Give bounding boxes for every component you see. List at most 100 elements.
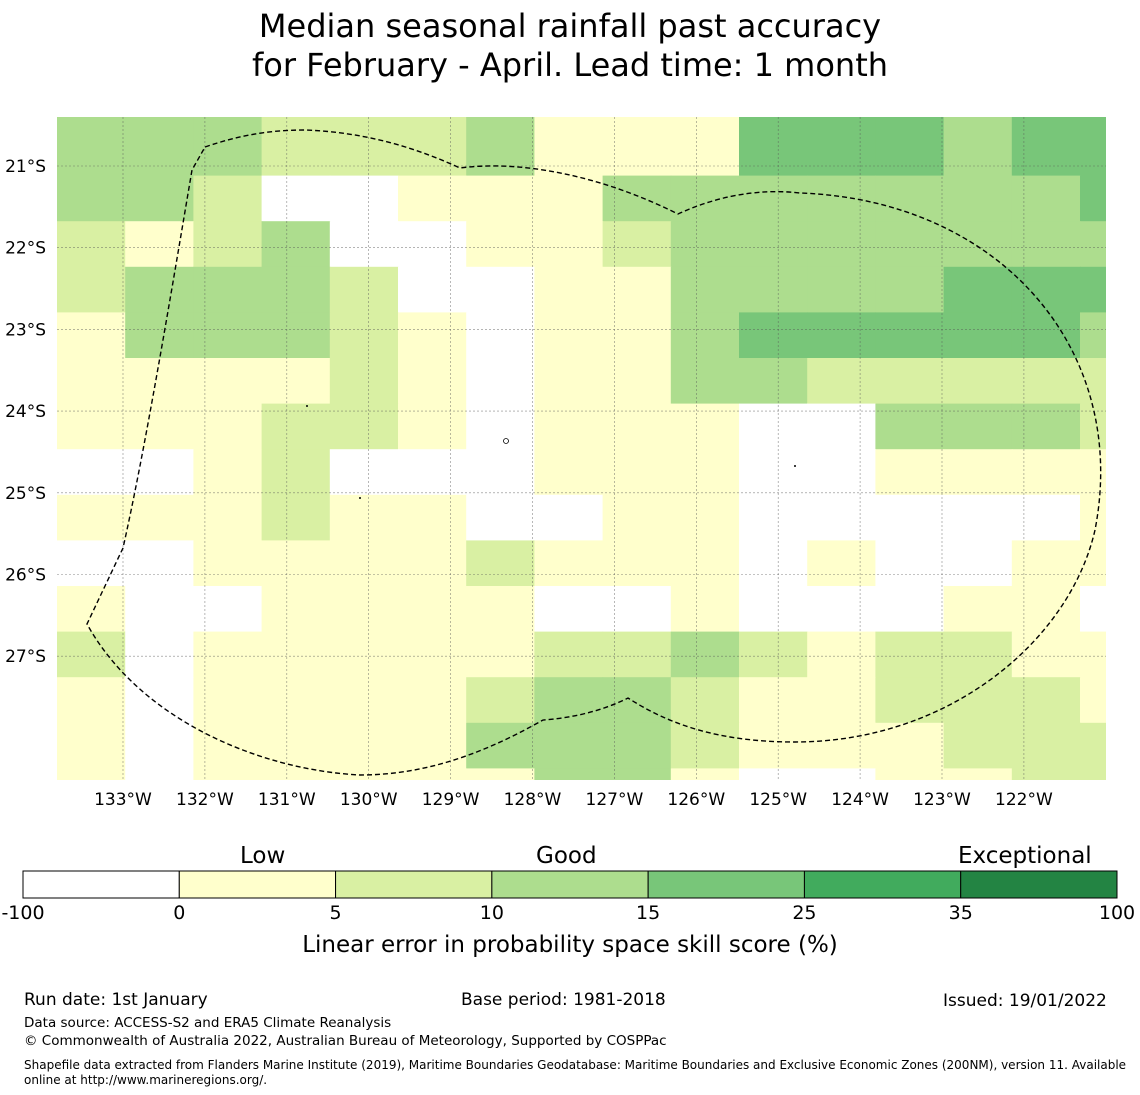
island-marker bbox=[359, 497, 361, 499]
grid-cell bbox=[398, 722, 467, 769]
longitude-labels: 133°W 132°W 131°W 130°W 129°W 128°W 127°W 126°W… bbox=[94, 790, 1053, 810]
grid-cell bbox=[57, 117, 126, 177]
grid-cell bbox=[261, 540, 331, 587]
grid-cell bbox=[193, 266, 263, 313]
grid-cell bbox=[193, 403, 263, 450]
longitude-label: 129°W bbox=[422, 790, 480, 810]
grid-cell bbox=[807, 814, 876, 830]
grid-cell bbox=[943, 221, 1013, 268]
colorbar-segment bbox=[647, 870, 805, 899]
map-title-line-1: Median seasonal rainfall past accuracy bbox=[258, 7, 882, 45]
grid-cell bbox=[57, 175, 126, 222]
grid-cell bbox=[670, 117, 740, 177]
grid-cell bbox=[602, 677, 672, 724]
grid-cell bbox=[807, 266, 876, 313]
grid-cell bbox=[739, 312, 808, 359]
grid-cell bbox=[330, 814, 399, 830]
grid-cell bbox=[875, 586, 945, 633]
grid-cell bbox=[466, 312, 535, 359]
grid-cell bbox=[943, 175, 1013, 222]
grid-cell bbox=[261, 221, 331, 268]
longitude-label: 122°W bbox=[995, 790, 1053, 810]
latitude-label: 25°S bbox=[5, 484, 46, 504]
colorbar-tick-label: 25 bbox=[792, 902, 817, 924]
grid-cell bbox=[670, 403, 740, 450]
grid-cell bbox=[807, 677, 876, 724]
grid-cell bbox=[875, 117, 945, 177]
grid-cell bbox=[807, 358, 876, 405]
grid-cell bbox=[125, 722, 194, 769]
grid-cell bbox=[261, 768, 331, 780]
grid-cell bbox=[329, 677, 399, 724]
grid-cell bbox=[1011, 768, 1081, 780]
grid-cell bbox=[125, 221, 194, 268]
grid-cell bbox=[466, 768, 535, 780]
grid-cell bbox=[398, 403, 467, 450]
grid-cell bbox=[261, 403, 331, 450]
grid-cell bbox=[1011, 117, 1081, 177]
grid-cell bbox=[670, 358, 740, 405]
grid-cell bbox=[670, 494, 740, 541]
grid-cell bbox=[534, 586, 604, 633]
grid-cell bbox=[739, 403, 808, 450]
grid-cell bbox=[534, 175, 604, 222]
grid-cell bbox=[1080, 175, 1106, 222]
latitude-label: 26°S bbox=[5, 566, 46, 586]
grid-cell bbox=[534, 266, 604, 313]
grid-cell bbox=[739, 540, 808, 587]
grid-cell bbox=[398, 494, 467, 541]
grid-cell bbox=[1011, 494, 1081, 541]
grid-cell bbox=[875, 266, 945, 313]
colorbar-tick-label: -100 bbox=[1, 902, 45, 924]
colorbar-category-good: Good bbox=[536, 843, 597, 869]
grid-cell bbox=[57, 586, 126, 633]
shapefile-credit-line-1: Shapefile data extracted from Flanders M… bbox=[24, 1058, 1127, 1072]
grid-cell bbox=[807, 631, 876, 678]
grid-cell bbox=[1011, 175, 1081, 222]
grid-cell bbox=[57, 768, 126, 780]
grid-cell bbox=[125, 540, 194, 587]
grid-cell bbox=[534, 358, 604, 405]
grid-cell bbox=[807, 221, 876, 268]
grid-cell bbox=[261, 358, 331, 405]
grid-cell bbox=[398, 814, 467, 830]
grid-cell bbox=[261, 175, 331, 222]
grid-cell bbox=[875, 221, 945, 268]
map-title-line-2: for February - April. Lead time: 1 month bbox=[251, 46, 889, 84]
grid-cell bbox=[875, 722, 945, 769]
latitude-labels: 21°S 22°S 23°S 24°S 25°S 26°S 27°S bbox=[5, 157, 46, 667]
grid-cell bbox=[943, 540, 1013, 587]
grid-cell bbox=[875, 768, 945, 780]
grid-cell bbox=[125, 175, 194, 222]
grid-cell bbox=[1011, 449, 1081, 496]
grid-cell bbox=[534, 540, 604, 587]
grid-cell bbox=[398, 175, 467, 222]
grid-cell bbox=[466, 117, 535, 177]
grid-cell bbox=[944, 814, 1013, 830]
copyright: © Commonwealth of Australia 2022, Austra… bbox=[24, 1033, 667, 1049]
grid-cell bbox=[466, 221, 535, 268]
grid-cell bbox=[534, 403, 604, 450]
grid-cell bbox=[1011, 358, 1081, 405]
grid-cell bbox=[398, 586, 467, 633]
grid-cell bbox=[125, 814, 194, 830]
grid-cell bbox=[466, 494, 535, 541]
latitude-label: 22°S bbox=[5, 239, 46, 259]
grid-cell bbox=[193, 722, 263, 769]
grid-cell bbox=[261, 631, 331, 678]
grid-cell bbox=[125, 631, 194, 678]
grid-cell bbox=[602, 175, 672, 222]
grid-cell bbox=[1011, 266, 1081, 313]
grid-cell bbox=[193, 449, 263, 496]
grid-cell bbox=[193, 117, 263, 177]
grid-cell bbox=[57, 449, 126, 496]
data-source: Data source: ACCESS-S2 and ERA5 Climate … bbox=[24, 1015, 392, 1031]
longitude-label: 126°W bbox=[667, 790, 725, 810]
grid-cell bbox=[398, 449, 467, 496]
grid-cell bbox=[193, 221, 263, 268]
grid-cell bbox=[57, 814, 126, 830]
colorbar-tick-label: 5 bbox=[329, 902, 342, 924]
grid-cell bbox=[670, 175, 740, 222]
grid-cell bbox=[1080, 631, 1106, 678]
grid-cell bbox=[807, 117, 876, 177]
